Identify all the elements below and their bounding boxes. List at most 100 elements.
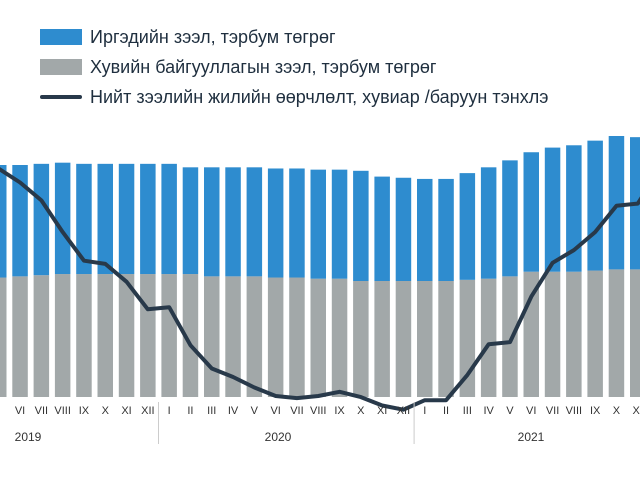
x-tick-label: VIII	[54, 405, 71, 417]
bar-household	[566, 145, 582, 272]
x-tick-label: IX	[334, 405, 345, 417]
x-tick-label: VI	[15, 405, 25, 417]
x-tick-label: VI	[270, 405, 280, 417]
growth-line	[0, 167, 640, 412]
bar-business	[33, 275, 50, 397]
bar-household	[395, 177, 412, 281]
x-tick-label: XI	[121, 405, 131, 417]
bar-household	[523, 152, 539, 272]
bar-business	[608, 269, 625, 397]
bar-household	[417, 178, 433, 281]
bar-business	[502, 276, 518, 397]
bar-business	[630, 269, 640, 397]
bar-household	[289, 168, 305, 278]
bar-household	[54, 162, 71, 275]
legend-label-business: Хувийн байгууллагын зээл, тэрбум төгрөг	[90, 56, 437, 77]
bar-business	[76, 274, 92, 397]
bar-household	[12, 165, 28, 277]
bar-business	[438, 281, 454, 397]
bar-business	[97, 274, 113, 397]
bar-household	[459, 173, 476, 280]
year-label: 2021	[518, 430, 545, 444]
bar-business	[566, 271, 582, 397]
bar-household	[587, 140, 603, 271]
x-tick-label: II	[443, 405, 449, 417]
x-tick-label: VIII	[566, 405, 583, 417]
legend-swatch-household	[40, 29, 82, 45]
bar-household	[480, 167, 497, 279]
x-tick-label: V	[506, 405, 514, 417]
bar-business	[289, 277, 305, 397]
bar-household	[502, 160, 518, 277]
bar-household	[331, 169, 348, 279]
bar-household	[140, 163, 156, 275]
x-tick-label: VII	[290, 405, 303, 417]
bar-business	[480, 278, 497, 397]
x-tick-label: VIII	[310, 405, 327, 417]
x-tick-label: VII	[35, 405, 48, 417]
bar-business	[417, 281, 433, 397]
x-tick-label: XI	[633, 405, 640, 417]
x-tick-label: VI	[526, 405, 536, 417]
legend-swatch-business	[40, 59, 82, 75]
bar-household	[225, 167, 241, 277]
bar-business	[204, 276, 220, 397]
year-label: 2020	[265, 430, 292, 444]
bar-business	[267, 277, 284, 397]
x-tick-label: V	[251, 405, 259, 417]
bar-business	[374, 281, 390, 397]
x-tick-label: III	[207, 405, 216, 417]
bar-business	[310, 278, 326, 397]
bar-household	[0, 165, 7, 278]
bar-household	[608, 136, 625, 270]
bar-household	[544, 147, 561, 272]
x-tick-label: IX	[79, 405, 90, 417]
x-tick-label: III	[463, 405, 472, 417]
bar-household	[97, 163, 113, 275]
x-tick-label: XII	[397, 405, 410, 417]
bar-business	[587, 270, 603, 397]
bar-household	[182, 167, 199, 275]
x-tick-label: IX	[590, 405, 601, 417]
x-tick-label: IV	[483, 405, 494, 417]
year-label: 2019	[15, 430, 42, 444]
bar-business	[353, 281, 369, 397]
x-tick-label: II	[187, 405, 193, 417]
x-tick-label: X	[102, 405, 110, 417]
legend-label-household: Иргэдийн зээл, тэрбум төгрөг	[90, 26, 336, 47]
bar-business	[182, 274, 199, 397]
chart-legend: Иргэдийн зээл, тэрбум төгрөг Хувийн байг…	[40, 22, 548, 112]
bar-household	[246, 167, 263, 277]
bar-household	[374, 176, 390, 281]
x-tick-label: XI	[377, 405, 387, 417]
legend-item-household: Иргэдийн зээл, тэрбум төгрөг	[40, 22, 548, 52]
bar-business	[161, 274, 177, 397]
x-tick-label: VII	[546, 405, 559, 417]
bar-household	[438, 178, 454, 281]
legend-item-business: Хувийн байгууллагын зээл, тэрбум төгрөг	[40, 52, 548, 82]
x-tick-label: X	[613, 405, 621, 417]
bar-business	[225, 276, 241, 397]
bar-business	[118, 274, 135, 397]
bar-household	[353, 170, 369, 281]
bar-business	[246, 276, 263, 397]
x-tick-label: XII	[141, 405, 154, 417]
bar-household	[33, 163, 50, 276]
bar-household	[310, 169, 326, 279]
legend-item-growth: Нийт зээлийн жилийн өөрчлөлт, хувиар /ба…	[40, 82, 548, 112]
x-tick-label: IV	[228, 405, 239, 417]
bar-business	[395, 281, 412, 397]
bar-household	[118, 163, 135, 275]
bar-household	[204, 167, 220, 277]
bar-business	[12, 276, 28, 397]
legend-label-growth: Нийт зээлийн жилийн өөрчлөлт, хувиар /ба…	[90, 86, 549, 107]
bar-business	[54, 274, 71, 397]
bar-household	[267, 168, 284, 278]
x-tick-label: I	[168, 405, 171, 417]
x-tick-label: I	[423, 405, 426, 417]
bar-business	[331, 278, 348, 397]
bar-business	[140, 274, 156, 397]
legend-swatch-growth	[40, 95, 82, 99]
bar-household	[161, 163, 177, 275]
